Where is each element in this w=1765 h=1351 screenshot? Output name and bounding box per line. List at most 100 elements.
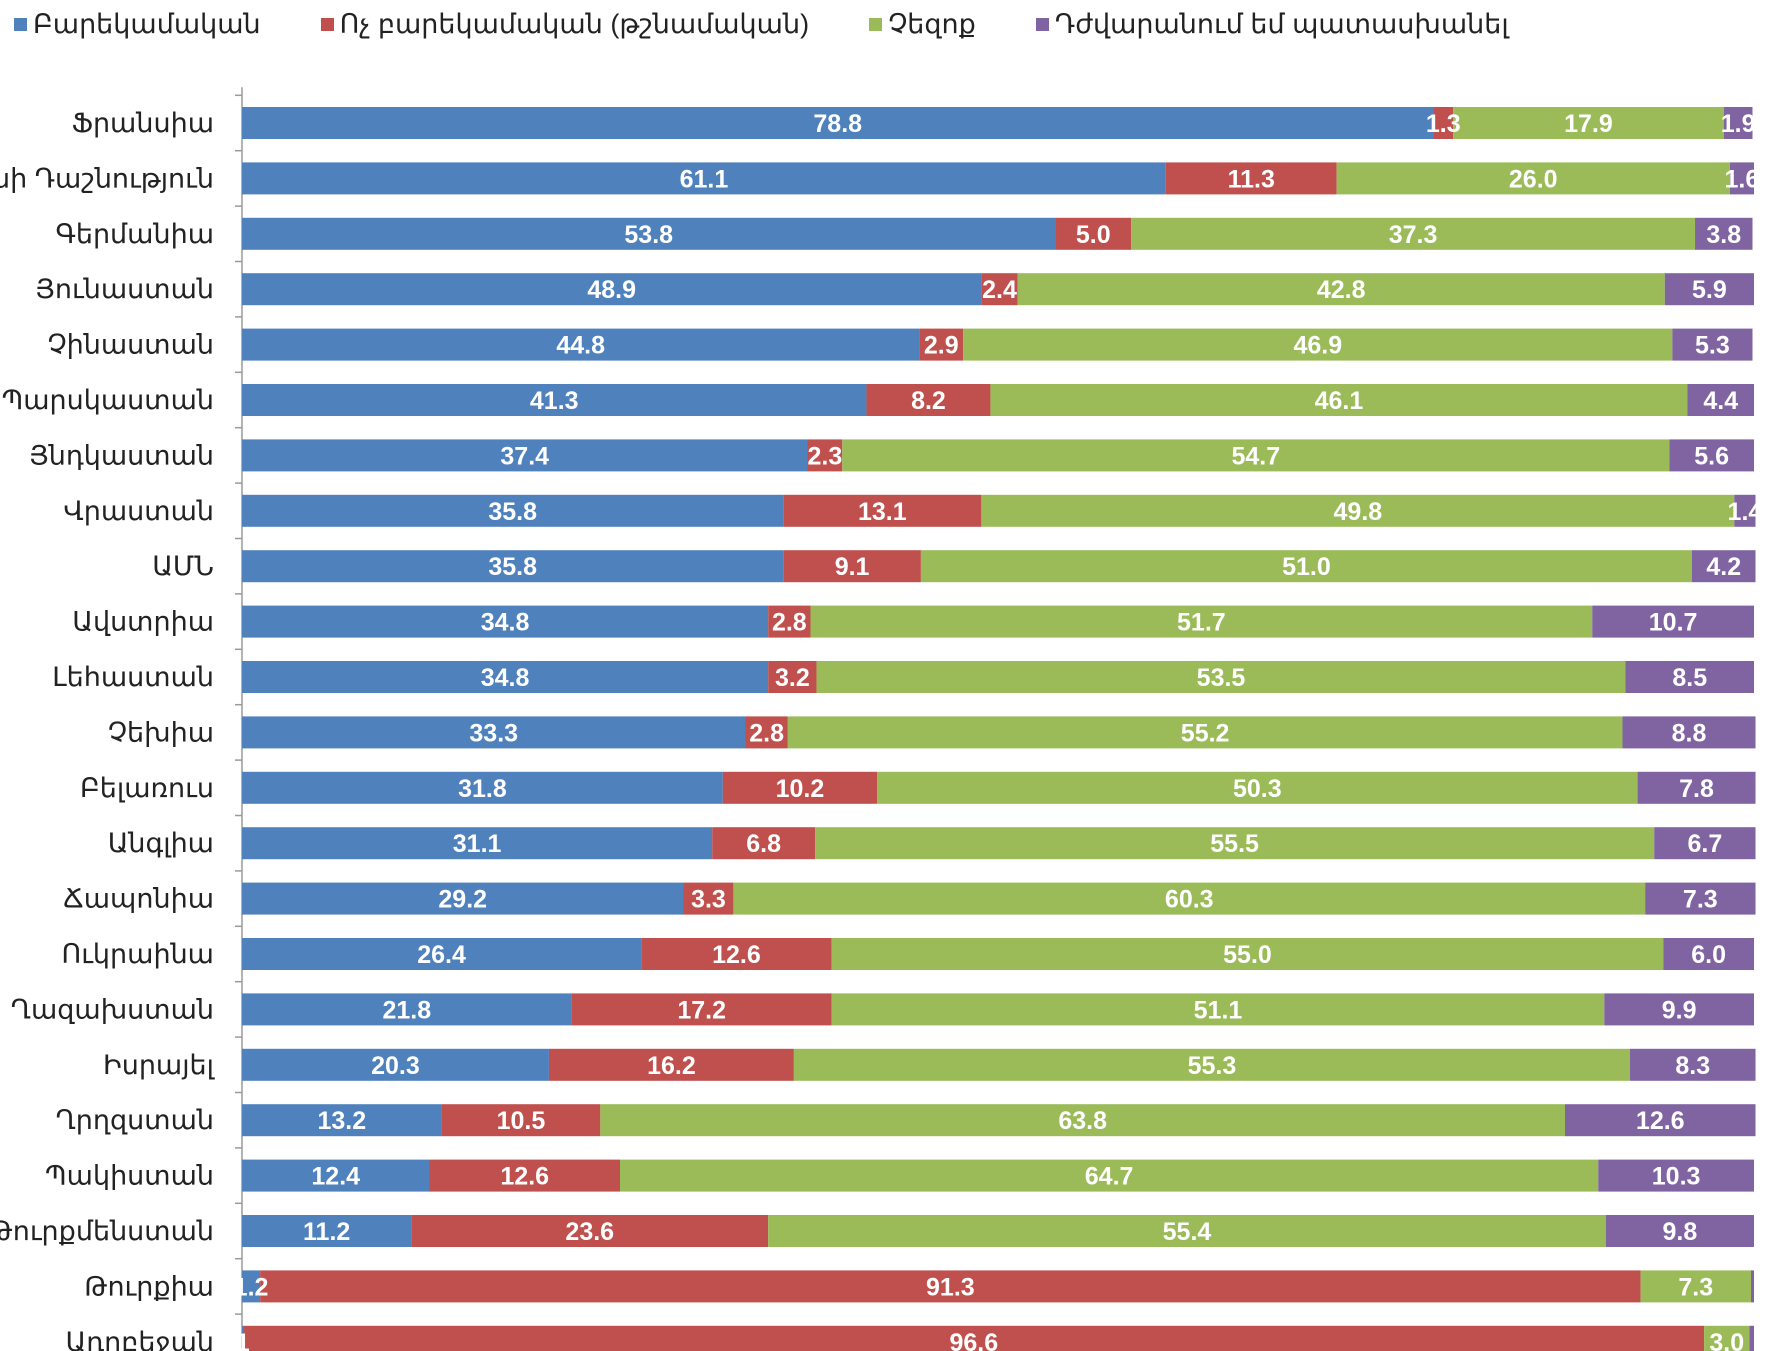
bar-segment bbox=[620, 1159, 1599, 1192]
bar-segment bbox=[920, 550, 1693, 583]
legend-swatch bbox=[14, 17, 27, 31]
data-label: 10.5 bbox=[497, 1107, 546, 1135]
bar-segment bbox=[1723, 107, 1753, 139]
bar-segment bbox=[963, 328, 1673, 361]
category-label: Ղազախստան bbox=[11, 994, 214, 1024]
bar-segment bbox=[981, 494, 1735, 527]
data-label: 11.2 bbox=[303, 1218, 350, 1246]
bar-segment bbox=[1645, 882, 1756, 915]
data-label: 61.1 bbox=[680, 165, 729, 193]
bar-segment bbox=[1625, 661, 1754, 693]
data-label: 9.8 bbox=[1663, 1218, 1698, 1246]
data-label: 53.8 bbox=[624, 221, 673, 249]
legend-item: Դժվարանում եմ պատասխանել bbox=[1035, 9, 1509, 40]
bar-segment bbox=[1695, 217, 1753, 250]
data-label: 91.3 bbox=[926, 1273, 975, 1301]
data-label: 51.7 bbox=[1177, 609, 1226, 637]
bar-segment bbox=[793, 1048, 1631, 1081]
bar-segment bbox=[877, 771, 1638, 804]
data-label: 60.3 bbox=[1165, 886, 1214, 914]
data-label: 78.8 bbox=[813, 110, 862, 138]
category-label: Լեհաստան bbox=[52, 662, 214, 692]
data-label: 55.4 bbox=[1163, 1218, 1212, 1246]
bar-segment bbox=[1605, 1215, 1754, 1247]
bar-segment bbox=[768, 605, 811, 638]
bar-segment bbox=[242, 1159, 430, 1192]
bar-segment bbox=[1453, 107, 1724, 139]
bar-segment bbox=[242, 771, 723, 804]
chart-legend: Բարեկամական Ոչ բարեկամական (թշնամական) Չեզ… bbox=[14, 6, 1509, 42]
bar-segment bbox=[600, 1104, 1565, 1137]
bar-segment bbox=[571, 993, 832, 1026]
data-label: 10.2 bbox=[776, 775, 825, 803]
bar-segment bbox=[1165, 162, 1337, 195]
bar-segment bbox=[242, 1048, 549, 1081]
bar-segment bbox=[1433, 107, 1454, 139]
bar-segment bbox=[1654, 827, 1756, 860]
data-label: 12.6 bbox=[712, 941, 761, 969]
data-label: 51.1 bbox=[1194, 996, 1243, 1024]
bar-segment bbox=[1749, 1325, 1754, 1351]
bar-segment bbox=[242, 1104, 442, 1137]
data-label: 37.3 bbox=[1389, 221, 1438, 249]
bar-segment bbox=[242, 661, 769, 693]
bar-segment bbox=[722, 771, 878, 804]
data-label: 55.3 bbox=[1188, 1052, 1237, 1080]
data-label: 12.6 bbox=[500, 1163, 549, 1191]
data-label: 12.4 bbox=[311, 1163, 360, 1191]
data-label: 64.7 bbox=[1085, 1163, 1134, 1191]
bar-segment bbox=[1687, 384, 1754, 416]
data-label: 21.8 bbox=[382, 996, 431, 1024]
data-label: 63.8 bbox=[1058, 1107, 1107, 1135]
bar-segment bbox=[242, 384, 867, 416]
bar-segment bbox=[783, 494, 982, 527]
bar-segment bbox=[548, 1048, 794, 1081]
data-label: 13.2 bbox=[317, 1107, 366, 1135]
category-label: Գերմանիա bbox=[55, 219, 214, 249]
bar-segment bbox=[242, 605, 769, 638]
bar-segment bbox=[242, 1270, 261, 1303]
data-label: 11.3 bbox=[1228, 165, 1275, 193]
category-label: Պակիստան bbox=[45, 1161, 214, 1191]
data-label: 8.5 bbox=[1672, 664, 1707, 692]
legend-label: Չեզոք bbox=[888, 8, 976, 39]
bar-segment bbox=[441, 1104, 601, 1137]
bar-segment bbox=[768, 661, 817, 693]
category-label: Չինաստան bbox=[47, 330, 214, 360]
data-label: 54.7 bbox=[1231, 442, 1280, 470]
data-label: 7.8 bbox=[1679, 775, 1714, 803]
category-label: Ուկրաինա bbox=[61, 939, 214, 969]
data-label: 8.2 bbox=[911, 387, 946, 415]
axis-layer: Ֆրանսիա նի Դաշնություն Գերմանիա Յունաստան Չի… bbox=[0, 87, 243, 1351]
bar-segment bbox=[981, 273, 1018, 306]
data-label: 34.8 bbox=[481, 609, 530, 637]
bar-segment bbox=[1565, 1104, 1756, 1137]
bar-segment bbox=[990, 384, 1688, 416]
bar-segment bbox=[1592, 605, 1754, 638]
bar-segment bbox=[1622, 716, 1756, 749]
category-label: Ճապոնիա bbox=[63, 884, 214, 914]
data-label: 5.3 bbox=[1695, 332, 1730, 360]
bar-segment bbox=[1131, 217, 1696, 250]
data-label: 46.9 bbox=[1293, 332, 1342, 360]
bar-segment bbox=[1692, 550, 1756, 583]
bar-segment bbox=[1663, 938, 1754, 970]
data-label: 35.8 bbox=[488, 498, 537, 526]
bar-segment bbox=[242, 107, 1434, 139]
bar-segment bbox=[1637, 771, 1756, 804]
data-label: 16.2 bbox=[647, 1052, 696, 1080]
data-label: 4.4 bbox=[1703, 387, 1738, 415]
data-label: 5.0 bbox=[1076, 221, 1111, 249]
bar-segment bbox=[1672, 328, 1753, 361]
data-label: 2.8 bbox=[772, 609, 807, 637]
data-label: 4.2 bbox=[1706, 553, 1741, 581]
legend-swatch bbox=[320, 17, 334, 31]
category-label: Յունաստան bbox=[35, 274, 214, 304]
data-label: 1.2 bbox=[234, 1273, 269, 1301]
bar-segment bbox=[429, 1159, 620, 1192]
data-label: 5.6 bbox=[1694, 442, 1729, 470]
bar-segment bbox=[242, 1215, 412, 1247]
data-label: 31.8 bbox=[458, 775, 507, 803]
legend-item: Չեզոք bbox=[869, 9, 976, 40]
